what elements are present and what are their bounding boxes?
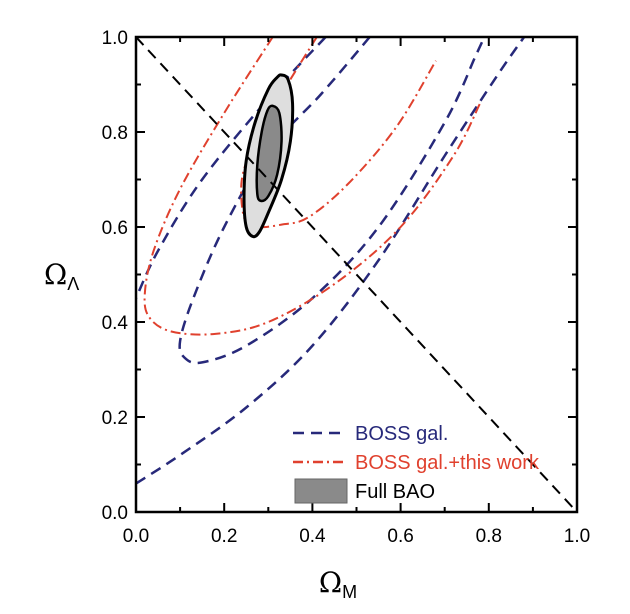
y-axis-label: ΩΛ bbox=[44, 258, 79, 294]
y-tick-label: 0.8 bbox=[102, 123, 128, 144]
x-tick-label: 0.0 bbox=[123, 526, 149, 547]
legend-label-combined: BOSS gal.+this work bbox=[355, 452, 540, 474]
x-tick-label: 0.8 bbox=[476, 526, 502, 547]
legend-label-boss: BOSS gal. bbox=[355, 423, 448, 445]
contour-filled-2-1 bbox=[255, 104, 283, 203]
y-tick-label: 0.0 bbox=[102, 503, 128, 524]
y-tick-label: 1.0 bbox=[102, 28, 128, 49]
x-tick-label: 0.6 bbox=[387, 526, 413, 547]
y-tick-label: 0.2 bbox=[102, 408, 128, 429]
legend: BOSS gal. BOSS gal.+this work Full BAO bbox=[293, 423, 540, 504]
contour-dash-dot-1-1 bbox=[143, 37, 481, 336]
axis-ticks: 0.0 0.2 0.4 0.6 0.8 1.0 0.0 0.2 0.4 0.6 0.8 1.0 bbox=[102, 28, 591, 547]
legend-swatch-bao bbox=[294, 478, 348, 504]
legend-label-bao: Full BAO bbox=[355, 481, 435, 503]
y-tick-label: 0.6 bbox=[102, 218, 128, 239]
x-tick-label: 1.0 bbox=[564, 526, 590, 547]
plot-marks bbox=[136, 37, 577, 512]
x-axis-label: ΩM bbox=[319, 566, 357, 602]
contour-dashed-0-2 bbox=[136, 37, 526, 485]
x-tick-label: 0.2 bbox=[211, 526, 237, 547]
x-tick-label: 0.4 bbox=[299, 526, 326, 547]
y-tick-label: 0.4 bbox=[102, 313, 129, 334]
contour-dashed-0-1 bbox=[136, 37, 327, 299]
contour-dashed-3-0 bbox=[136, 37, 577, 512]
